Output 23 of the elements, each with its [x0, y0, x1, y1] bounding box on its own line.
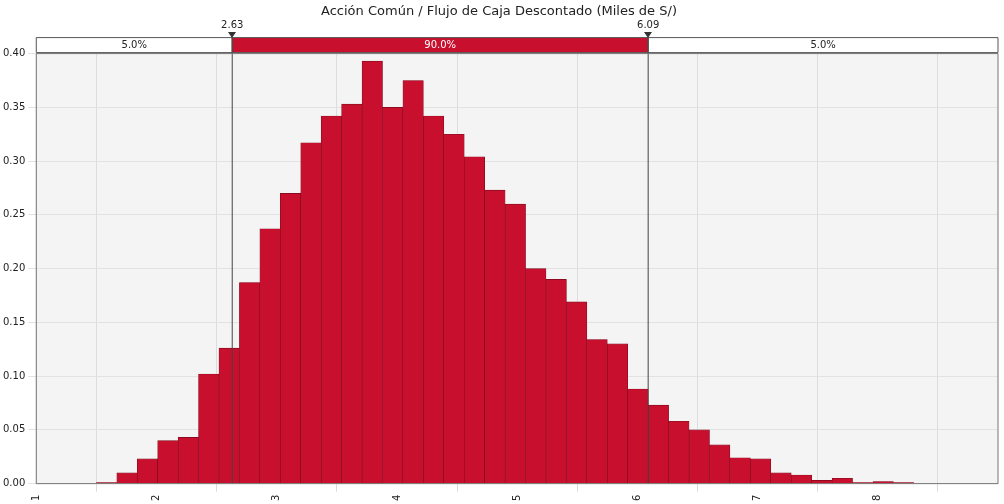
x-tick-label: 7: [751, 494, 763, 502]
chart-title: Acción Común / Flujo de Caja Descontado (Miles de S/): [321, 3, 677, 19]
x-tick-label: 2: [150, 494, 162, 502]
y-tick-label: 0.00: [3, 477, 26, 489]
x-tick-label: 1: [29, 494, 41, 502]
y-tick-label: 0.05: [3, 423, 26, 435]
x-tick-label: 5: [510, 494, 522, 502]
y-tick-label: 0.35: [3, 100, 26, 112]
y-tick-label: 0.30: [3, 154, 26, 166]
text: 5.0%: [810, 38, 836, 50]
ref-line-label: 2.63: [221, 19, 244, 31]
y-tick-label: 0.40: [3, 47, 26, 59]
y-tick-label: 0.25: [3, 208, 26, 220]
text: 5.0%: [121, 38, 147, 50]
x-tick-label: 4: [390, 494, 402, 502]
y-tick-label: 0.15: [3, 315, 26, 327]
x-tick-label: 6: [630, 494, 642, 502]
y-tick-label: 0.10: [3, 369, 26, 381]
ref-line-label: 6.09: [637, 19, 660, 31]
x-tick-label: 3: [270, 494, 282, 502]
x-tick-label: 8: [871, 494, 883, 502]
text: 90.0%: [424, 38, 457, 50]
y-tick-label: 0.20: [3, 262, 26, 274]
